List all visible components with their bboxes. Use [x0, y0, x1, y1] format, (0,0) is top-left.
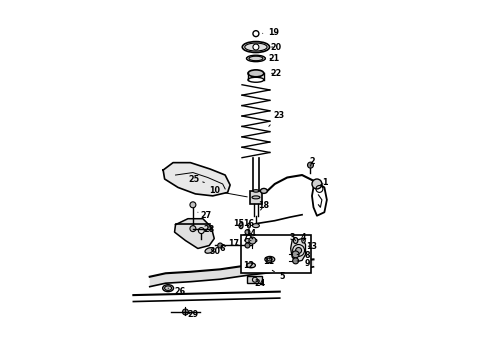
Ellipse shape [246, 55, 266, 62]
Text: 18: 18 [258, 201, 270, 210]
Ellipse shape [265, 256, 275, 262]
Ellipse shape [239, 223, 243, 229]
Text: 4: 4 [301, 233, 306, 242]
Ellipse shape [294, 238, 298, 243]
Circle shape [308, 162, 314, 168]
Bar [241, 235, 312, 273]
Ellipse shape [302, 238, 305, 243]
Text: 23: 23 [269, 111, 284, 126]
Circle shape [312, 179, 322, 189]
Text: 19: 19 [263, 28, 279, 37]
Circle shape [182, 309, 189, 315]
Text: 26: 26 [168, 287, 185, 296]
Polygon shape [291, 239, 306, 262]
Text: 2: 2 [309, 157, 315, 166]
FancyBboxPatch shape [250, 191, 262, 204]
Ellipse shape [252, 224, 259, 228]
Text: 25: 25 [189, 175, 204, 184]
Ellipse shape [245, 239, 250, 243]
Circle shape [245, 243, 250, 248]
Circle shape [218, 243, 222, 248]
Text: 13: 13 [306, 243, 318, 252]
Text: 7: 7 [242, 234, 251, 243]
Circle shape [249, 237, 256, 244]
Circle shape [190, 226, 196, 231]
Text: 16: 16 [244, 219, 254, 228]
Text: 9: 9 [297, 259, 310, 268]
Text: 24: 24 [254, 279, 266, 288]
Ellipse shape [248, 70, 264, 77]
Text: 30: 30 [210, 247, 220, 256]
Text: 21: 21 [268, 54, 279, 63]
Ellipse shape [205, 248, 214, 253]
Text: 22: 22 [270, 69, 281, 78]
Ellipse shape [242, 41, 270, 53]
Ellipse shape [253, 190, 259, 192]
Text: 10: 10 [209, 186, 247, 197]
FancyBboxPatch shape [247, 276, 262, 283]
Text: 17: 17 [228, 239, 240, 248]
Text: 1: 1 [320, 178, 328, 187]
Text: 8: 8 [297, 251, 310, 260]
Text: 27: 27 [198, 211, 212, 220]
Circle shape [295, 247, 301, 253]
Text: 6: 6 [220, 244, 226, 253]
Polygon shape [163, 163, 230, 196]
Text: 3: 3 [290, 233, 295, 242]
Text: 5: 5 [272, 270, 285, 281]
Text: 28: 28 [204, 225, 215, 234]
Text: 11: 11 [263, 257, 274, 266]
Text: 12: 12 [244, 261, 254, 270]
Circle shape [293, 258, 298, 264]
Text: 29: 29 [187, 310, 198, 319]
Circle shape [245, 230, 250, 235]
Ellipse shape [247, 223, 250, 228]
Circle shape [292, 251, 299, 258]
Text: 20: 20 [270, 42, 281, 51]
Text: 14: 14 [245, 229, 256, 238]
Ellipse shape [253, 239, 257, 242]
Ellipse shape [163, 285, 173, 292]
Text: 15: 15 [234, 219, 245, 228]
Circle shape [190, 202, 196, 208]
Ellipse shape [252, 196, 260, 199]
Polygon shape [174, 219, 214, 248]
Ellipse shape [260, 188, 268, 193]
Circle shape [253, 44, 259, 50]
Ellipse shape [246, 263, 255, 268]
Polygon shape [150, 260, 314, 287]
